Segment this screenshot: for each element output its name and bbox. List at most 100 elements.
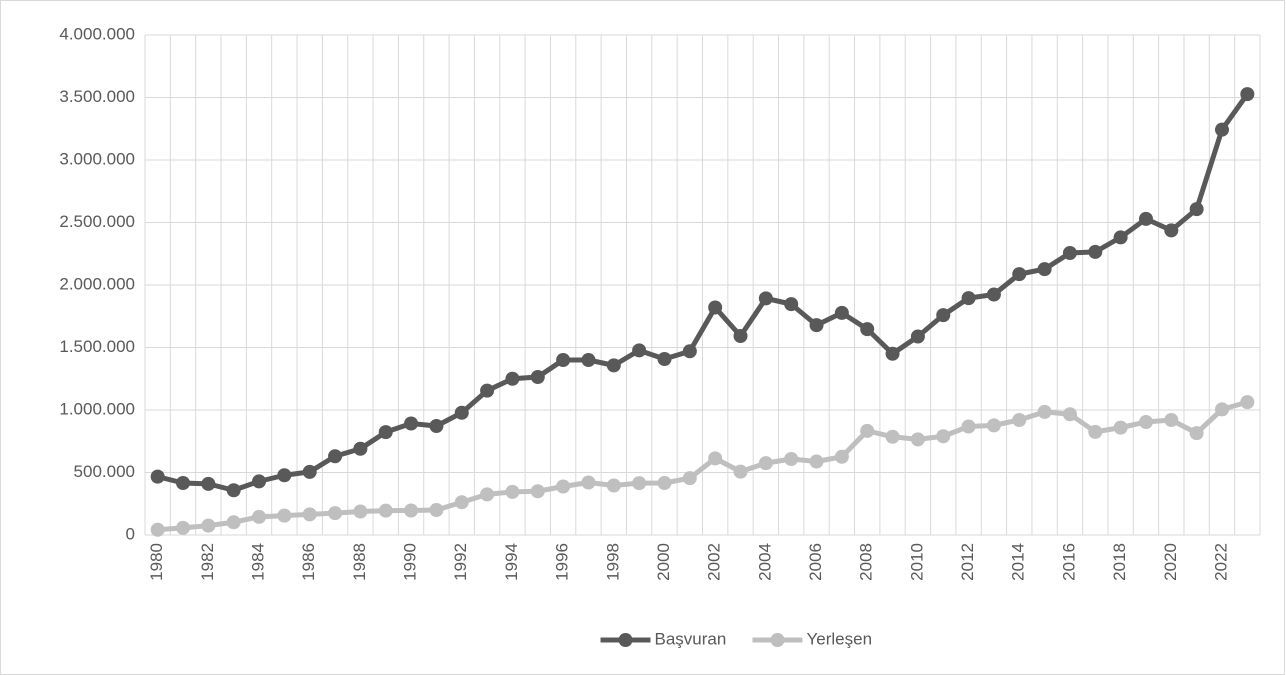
x-tick-label: 2018 <box>1110 543 1129 581</box>
data-point <box>328 506 343 521</box>
data-point <box>1240 395 1255 410</box>
y-tick-label: 3.500.000 <box>59 87 135 106</box>
x-tick-label: 2016 <box>1059 543 1078 581</box>
x-tick-label: 1988 <box>350 543 369 581</box>
y-tick-label: 2.500.000 <box>59 212 135 231</box>
x-tick-label: 2000 <box>654 543 673 581</box>
data-point <box>277 468 292 483</box>
data-point <box>530 484 545 499</box>
x-tick-label: 2014 <box>1009 543 1028 581</box>
data-point <box>226 515 241 530</box>
legend-marker <box>770 633 785 647</box>
data-point <box>657 352 672 366</box>
x-tick-label: 2020 <box>1161 543 1180 581</box>
x-tick-label: 2008 <box>857 543 876 581</box>
data-point <box>657 476 672 490</box>
data-point <box>1189 202 1204 217</box>
data-point <box>1037 404 1052 419</box>
x-tick-label: 1986 <box>299 543 318 581</box>
data-point <box>1164 223 1179 238</box>
data-point <box>252 474 267 489</box>
data-point <box>353 441 368 456</box>
data-point <box>758 291 773 306</box>
x-tick-label: 2006 <box>806 543 825 581</box>
data-point <box>378 425 393 440</box>
x-tick-label: 1992 <box>451 543 470 581</box>
y-tick-label: 1.000.000 <box>59 399 135 418</box>
data-point <box>378 503 393 518</box>
data-point <box>404 503 419 518</box>
data-point <box>1214 402 1229 417</box>
data-point <box>454 405 469 420</box>
data-point <box>1062 246 1077 260</box>
data-point <box>809 454 824 469</box>
data-point <box>480 487 495 502</box>
x-tick-label: 2002 <box>705 543 724 581</box>
data-point <box>885 346 900 361</box>
data-point <box>201 518 216 533</box>
legend-label: Yerleşen <box>807 629 873 648</box>
data-point <box>784 452 799 466</box>
data-point <box>834 449 849 464</box>
data-point <box>606 358 621 373</box>
data-point <box>809 318 824 333</box>
data-point <box>961 291 976 306</box>
data-point <box>860 322 875 337</box>
data-point <box>936 429 951 444</box>
data-point <box>1138 415 1153 429</box>
x-tick-label: 1994 <box>502 543 521 581</box>
data-point <box>480 383 495 398</box>
data-point <box>176 476 191 490</box>
data-point <box>1138 211 1153 226</box>
data-point <box>1037 262 1052 277</box>
data-point <box>150 469 165 484</box>
data-point <box>708 300 723 315</box>
x-tick-label: 2004 <box>755 543 774 581</box>
legend-marker <box>618 633 633 647</box>
data-point <box>404 416 419 431</box>
data-point <box>1113 230 1128 245</box>
x-tick-label: 2012 <box>958 543 977 581</box>
x-tick-label: 2010 <box>907 543 926 581</box>
y-tick-label: 3.000.000 <box>59 149 135 168</box>
x-tick-label: 1990 <box>401 543 420 581</box>
data-point <box>150 522 165 537</box>
data-point <box>556 479 571 494</box>
data-point <box>1189 426 1204 441</box>
data-point <box>429 419 444 433</box>
data-point <box>834 305 849 320</box>
data-point <box>1113 420 1128 435</box>
data-point <box>1088 244 1103 259</box>
data-point <box>936 308 951 323</box>
data-point <box>632 476 647 491</box>
data-point <box>429 503 444 517</box>
data-point <box>733 464 748 479</box>
data-point <box>1240 87 1255 102</box>
data-point <box>784 297 799 312</box>
data-point <box>1164 413 1179 427</box>
data-point <box>530 370 545 384</box>
y-tick-label: 4.000.000 <box>59 24 135 43</box>
data-point <box>176 520 191 535</box>
x-tick-label: 1998 <box>603 543 622 581</box>
data-point <box>581 475 596 490</box>
data-point <box>682 471 697 486</box>
data-point <box>201 476 216 491</box>
data-point <box>733 329 748 343</box>
data-point <box>556 353 571 367</box>
data-point <box>860 423 875 438</box>
data-point <box>581 353 596 367</box>
data-point <box>226 483 241 498</box>
data-point <box>505 371 520 386</box>
data-point <box>910 329 925 344</box>
x-tick-label: 1982 <box>198 543 217 581</box>
x-tick-label: 1980 <box>147 543 166 581</box>
data-point <box>353 504 368 519</box>
x-tick-label: 1984 <box>249 543 268 581</box>
y-tick-label: 2.000.000 <box>59 274 135 293</box>
data-point <box>910 432 925 447</box>
x-tick-label: 2022 <box>1211 543 1230 581</box>
data-point <box>632 343 647 358</box>
data-point <box>302 507 317 522</box>
